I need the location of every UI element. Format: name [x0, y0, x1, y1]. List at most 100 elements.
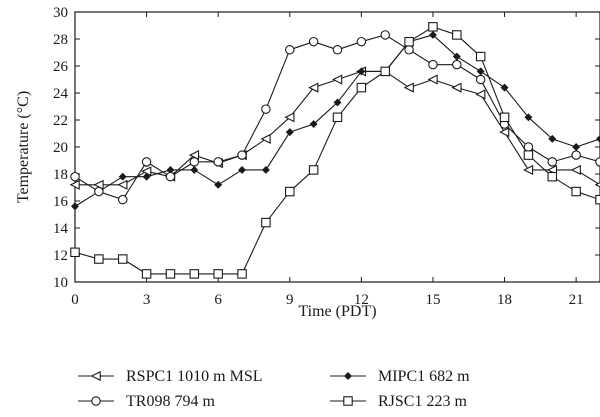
data-point — [452, 59, 462, 70]
data-point — [356, 82, 367, 93]
y-tick-label: 26 — [53, 59, 69, 75]
data-point — [285, 186, 295, 197]
y-tick-label: 22 — [53, 113, 68, 129]
data-point — [332, 112, 343, 123]
data-point — [308, 165, 319, 175]
data-point — [308, 82, 319, 93]
data-point — [261, 217, 271, 228]
y-tick-label: 14 — [53, 221, 69, 237]
data-point — [570, 164, 581, 176]
x-tick-label: 12 — [354, 292, 369, 308]
data-point — [428, 59, 438, 70]
plot-axes — [74, 11, 600, 283]
data-point — [547, 157, 558, 167]
data-point — [71, 202, 79, 211]
legend-marker — [343, 396, 353, 406]
data-point — [357, 67, 366, 76]
x-tick-label: 15 — [425, 292, 440, 308]
y-tick-label: 12 — [53, 248, 68, 264]
data-point — [214, 180, 223, 189]
data-point — [94, 186, 104, 197]
data-point — [94, 254, 104, 264]
data-point — [571, 150, 581, 160]
series-line — [74, 26, 600, 275]
data-point — [380, 66, 390, 77]
legend-entry: TR098 794 m — [78, 393, 215, 410]
series-line — [75, 70, 600, 186]
data-point — [332, 74, 343, 85]
y-tick-label: 24 — [53, 86, 69, 102]
data-point — [522, 164, 534, 176]
x-tick-label: 3 — [143, 292, 151, 308]
data-point — [285, 128, 294, 137]
x-tick-label: 21 — [569, 292, 584, 308]
data-point — [70, 247, 80, 258]
data-point — [165, 269, 176, 279]
data-point — [284, 112, 295, 123]
legend-marker — [91, 396, 101, 406]
legend: RSPC1 1010 m MSL MIPC1 682 m TR098 794 m RJ… — [78, 368, 470, 410]
series-1 — [69, 66, 600, 190]
data-point — [428, 30, 437, 39]
data-point — [285, 45, 295, 55]
data-point — [189, 269, 200, 279]
data-point — [475, 74, 486, 85]
data-point — [572, 143, 581, 151]
data-point — [595, 157, 600, 167]
data-point — [594, 182, 600, 188]
data-point — [476, 67, 485, 76]
data-point — [547, 171, 558, 182]
data-point — [452, 52, 461, 61]
data-point — [213, 269, 223, 279]
data-point — [142, 172, 151, 181]
data-point — [404, 36, 414, 47]
legend-marker — [90, 370, 101, 382]
data-point — [118, 172, 127, 181]
y-tick-label: 20 — [53, 140, 68, 156]
data-point — [213, 157, 223, 167]
data-point — [190, 165, 199, 174]
data-point — [428, 22, 438, 32]
data-point — [165, 171, 176, 182]
data-point — [475, 89, 486, 100]
legend-label: MIPC1 682 m — [378, 368, 470, 385]
data-point — [309, 120, 318, 129]
data-point — [237, 150, 247, 160]
tick-labels: 10 12 14 16 18 20 22 24 26 28 30 0 3 6 9 12 15 18 21 — [53, 5, 584, 308]
data-point — [117, 254, 128, 264]
x-tick-label: 9 — [286, 292, 294, 308]
y-tick-label: 30 — [53, 5, 68, 21]
legend-label: TR098 794 m — [126, 393, 215, 410]
data-point — [261, 104, 271, 114]
data-point — [238, 165, 247, 174]
data-point — [404, 45, 414, 55]
data-point — [499, 112, 510, 123]
data-point — [69, 179, 80, 190]
data-point — [308, 36, 319, 47]
data-point — [333, 98, 342, 107]
y-tick-label: 10 — [53, 275, 68, 291]
data-point — [523, 150, 534, 160]
y-axis-title: Temperature (°C) — [15, 91, 32, 203]
data-point — [237, 269, 247, 279]
data-point — [595, 194, 600, 205]
data-point — [332, 45, 343, 55]
data-point — [260, 133, 271, 144]
data-point — [261, 165, 270, 174]
x-axis-title: Time (PDT) — [298, 303, 376, 320]
data-point — [189, 157, 200, 167]
series-3 — [70, 30, 600, 205]
data-point — [117, 194, 128, 205]
data-point — [427, 74, 438, 85]
data-point — [524, 113, 533, 122]
data-point — [70, 171, 80, 182]
data-point — [141, 269, 152, 279]
data-point — [596, 134, 600, 143]
legend-label: RSPC1 1010 m MSL — [126, 368, 262, 385]
series-4 — [70, 22, 600, 279]
data-point — [571, 186, 581, 197]
data-point — [499, 127, 510, 138]
data-point — [380, 30, 390, 40]
y-tick-label: 28 — [53, 32, 68, 48]
data-point — [403, 82, 414, 93]
